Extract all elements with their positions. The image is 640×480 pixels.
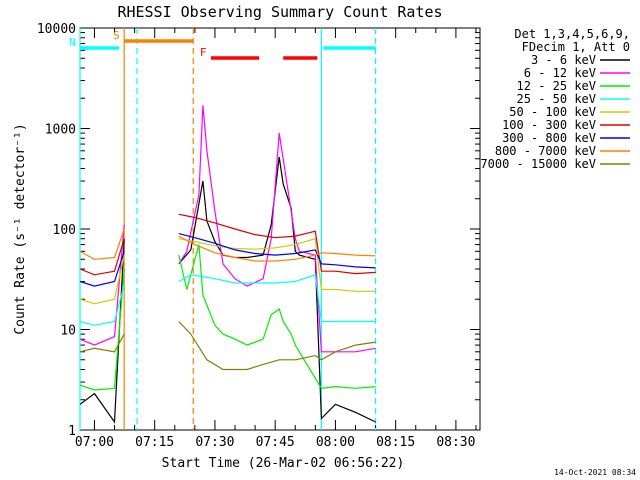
- flag-label-s: S: [113, 29, 120, 42]
- series-line: [79, 321, 376, 371]
- legend-label: 12 - 25 keV: [517, 79, 596, 93]
- x-tick-label: 07:00: [75, 435, 114, 450]
- x-axis-ticks: 07:00 07:15 07:30 07:45 08:00 08:15 08:30: [75, 28, 477, 450]
- date-stamp: 14-Oct-2021 08:34: [554, 468, 636, 477]
- series-line: [79, 273, 376, 326]
- chart-title: RHESSI Observing Summary Count Rates: [117, 3, 442, 21]
- series-line: [79, 237, 376, 305]
- series-line: [79, 228, 376, 262]
- x-tick-label: 08:00: [316, 435, 355, 450]
- legend-label: 7000 - 15000 keV: [480, 157, 596, 171]
- legend-label: 25 - 50 keV: [517, 92, 596, 106]
- x-tick-label: 07:30: [195, 435, 234, 450]
- y-tick-label: 100: [53, 223, 76, 238]
- status-flags: S N F: [69, 29, 376, 60]
- x-tick-label: 08:15: [376, 435, 415, 450]
- series-line: [79, 213, 376, 276]
- legend-label: 3 - 6 keV: [531, 53, 596, 67]
- series-line: [79, 105, 376, 353]
- legend-header-line-2: FDecim 1, Att 0: [522, 40, 630, 54]
- y-tick-label: 10000: [37, 22, 76, 37]
- legend-label: 300 - 800 keV: [502, 131, 596, 145]
- legend-label: 100 - 300 keV: [502, 118, 596, 132]
- flag-label-f: F: [200, 46, 207, 59]
- y-axis-ticks: 1 10 100 1000 10000: [37, 22, 480, 439]
- y-tick-label: 10: [60, 324, 76, 339]
- x-axis-label: Start Time (26-Mar-02 06:56:22): [162, 456, 405, 471]
- y-tick-label: 1000: [45, 123, 76, 138]
- x-tick-label: 07:15: [135, 435, 174, 450]
- x-tick-label: 07:45: [256, 435, 295, 450]
- x-tick-label: 08:30: [436, 435, 475, 450]
- legend: Det 1,3,4,5,6,9, FDecim 1, Att 0 3 - 6 k…: [480, 27, 630, 171]
- series-line: [79, 244, 376, 391]
- y-axis-label: Count Rate (s⁻¹ detector⁻¹): [13, 123, 28, 334]
- y-tick-label: 1: [68, 424, 76, 439]
- series-line: [79, 233, 376, 287]
- legend-label: 50 - 100 keV: [509, 105, 596, 119]
- series-lines: [79, 105, 376, 424]
- legend-label: 800 - 7000 keV: [495, 144, 596, 158]
- plot-frame: [79, 27, 481, 431]
- legend-label: 6 - 12 keV: [524, 66, 596, 80]
- flag-label-n: N: [69, 36, 76, 49]
- legend-header-line-1: Det 1,3,4,5,6,9,: [514, 27, 630, 41]
